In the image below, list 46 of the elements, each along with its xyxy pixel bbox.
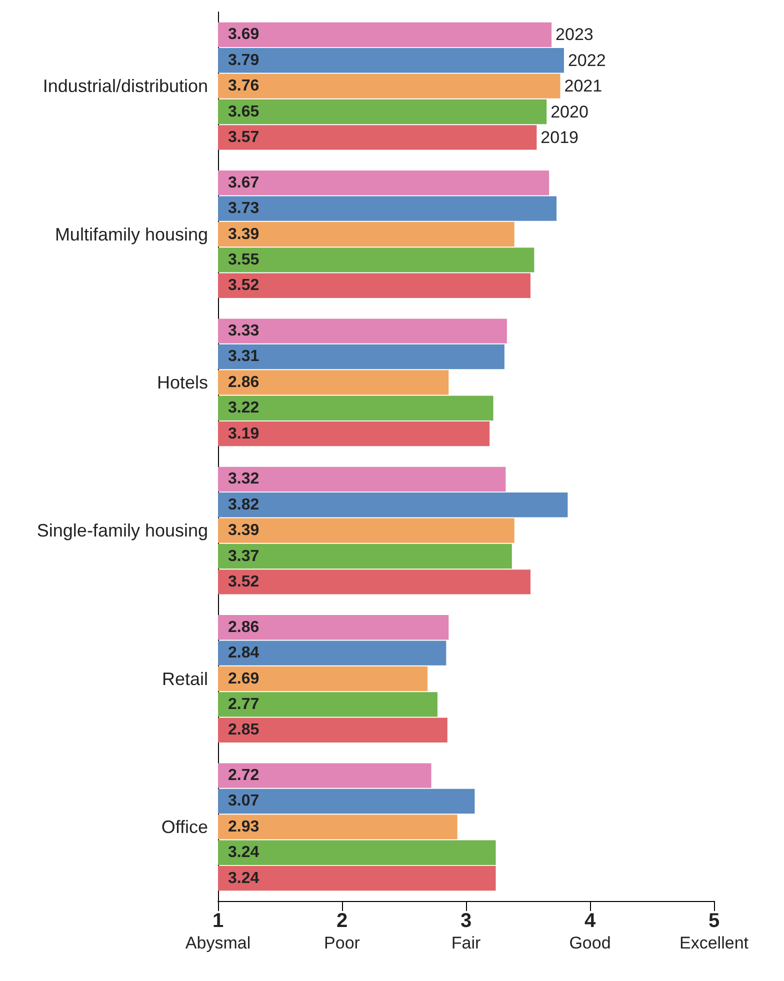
y-tick-label: Office [161,816,208,837]
data-label: 2.86 [228,618,260,636]
data-label: 3.39 [228,226,260,243]
data-label: 3.57 [228,128,260,146]
data-label: 3.24 [228,870,260,887]
data-label: 2.77 [228,696,260,713]
data-label: 2.93 [228,818,260,836]
data-label: 3.52 [228,573,260,590]
series-label: 2022 [568,50,606,70]
data-label: 3.22 [228,400,260,417]
y-tick-label: Multifamily housing [54,224,208,244]
data-label: 2.85 [228,722,260,739]
data-label: 3.32 [228,470,260,488]
data-label: 3.19 [228,425,260,442]
series-label: 2019 [540,128,579,147]
data-label: 3.55 [228,251,260,268]
y-tick-label: Industrial/distribution [42,76,208,96]
y-tick-label: Single-family housing [36,520,208,541]
series-label: 2021 [564,76,602,96]
data-label: 3.65 [228,103,260,120]
x-tick-label: 4 Good [569,910,611,952]
series-label: 2023 [556,25,594,44]
x-tick-label: 5 Excellent [680,910,749,952]
data-label: 2.69 [228,670,260,688]
series-label: 2020 [550,102,588,122]
x-tick-label: 2 Poor [324,910,360,952]
data-label: 3.76 [228,78,260,95]
data-label: 3.07 [228,792,260,810]
data-label: 3.33 [228,322,260,340]
data-label: 3.37 [228,548,260,565]
data-label: 3.52 [228,277,260,294]
data-label: 3.67 [228,174,260,192]
data-label: 3.73 [228,200,260,218]
y-tick-label: Retail [162,668,208,689]
x-tick-label: 1 Abysmal [185,910,251,952]
data-label: 2.72 [228,767,260,784]
data-label: 3.24 [228,844,260,862]
data-label: 3.31 [228,348,260,366]
data-label: 3.82 [228,496,260,514]
data-label: 3.69 [228,26,260,44]
x-tick-label: 3 Fair [451,910,481,952]
data-label: 2.86 [228,374,260,391]
data-label: 3.79 [228,52,260,69]
data-label: 3.39 [228,522,260,540]
y-tick-label: Hotels [156,372,208,392]
data-label: 2.84 [228,644,260,662]
